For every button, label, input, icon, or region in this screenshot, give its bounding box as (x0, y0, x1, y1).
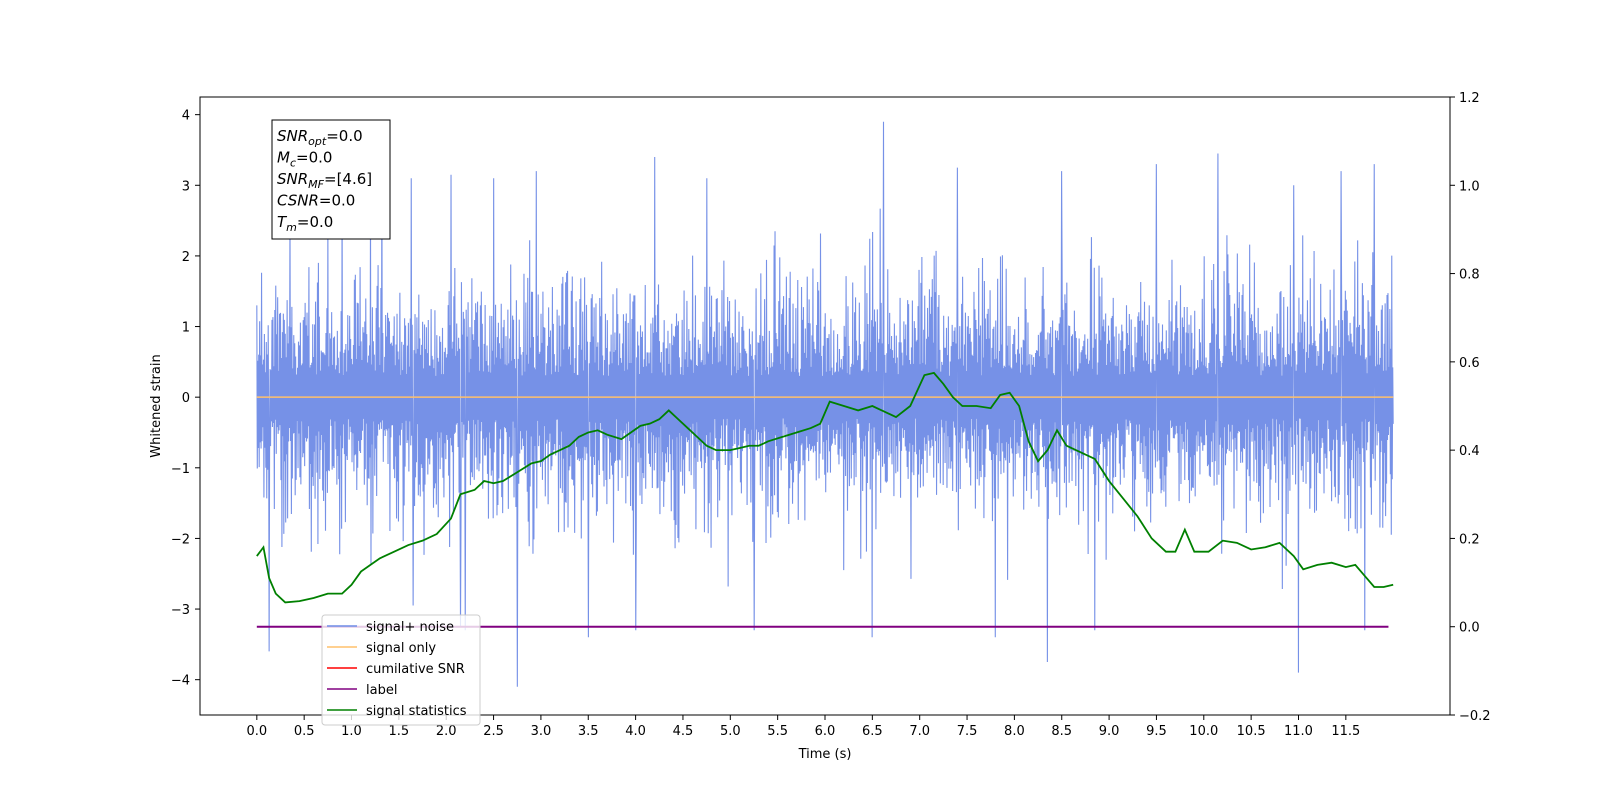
x-tick-label: 5.0 (720, 724, 741, 739)
x-tick-label: 2.0 (436, 724, 457, 739)
y2-tick-label: −0.2 (1459, 709, 1491, 724)
x-axis: 0.0 0.5 1.0 1.5 2.0 2.5 3.0 3.5 4.0 4.5 5.0 5.5 6.0 6… (246, 715, 1360, 739)
legend-label: signal only (366, 641, 436, 656)
y2-tick-label: 0.4 (1459, 444, 1480, 459)
legend-frame (321, 614, 481, 726)
series-signal-statistics (256, 371, 1394, 604)
x-tick-label: 11.5 (1331, 724, 1360, 739)
y-tick-label: −2 (171, 532, 190, 547)
x-tick-label: 8.0 (1004, 724, 1025, 739)
annotation-line: CSNR=0.0 (277, 192, 355, 210)
x-tick-label: 1.5 (389, 724, 410, 739)
x-tick-label: 6.0 (815, 724, 836, 739)
y-axis-title: Whitened strain (149, 354, 164, 457)
x-tick-label: 1.0 (341, 724, 362, 739)
annotation-line: Mc=0.0 (277, 149, 332, 170)
x-tick-label: 6.5 (862, 724, 883, 739)
x-tick-label: 4.5 (673, 724, 694, 739)
x-tick-label: 0.5 (294, 724, 315, 739)
x-tick-label: 5.5 (767, 724, 788, 739)
series-signal-plus-noise (256, 121, 1394, 687)
x-tick-label: 7.0 (909, 724, 930, 739)
x-tick-label: 10.5 (1237, 724, 1266, 739)
y-tick-label: −1 (171, 462, 190, 477)
x-tick-label: 8.5 (1051, 724, 1072, 739)
annotation-line: SNRopt=0.0 (277, 127, 363, 148)
y2-tick-label: 0.6 (1459, 356, 1480, 371)
y-tick-label: 2 (182, 250, 190, 265)
x-tick-label: 2.5 (483, 724, 504, 739)
y-tick-label: 0 (182, 391, 190, 406)
x-tick-label: 3.0 (531, 724, 552, 739)
x-tick-label: 9.0 (1099, 724, 1120, 739)
x-tick-label: 0.0 (246, 724, 267, 739)
annotation-frame (271, 119, 391, 240)
legend-label: signal+ noise (366, 620, 454, 635)
x-tick-label: 3.5 (578, 724, 599, 739)
x-tick-label: 7.5 (957, 724, 978, 739)
y2-tick-label: 0.8 (1459, 268, 1480, 283)
annotation-line: Tm=0.0 (277, 213, 333, 234)
y2-tick-label: 0.2 (1459, 532, 1480, 547)
y2-tick-label: 1.2 (1459, 91, 1480, 106)
y2-tick-label: 0.0 (1459, 621, 1480, 636)
x-tick-label: 9.5 (1146, 724, 1167, 739)
legend-label: label (366, 683, 397, 698)
y-tick-label: 1 (182, 321, 190, 336)
y-tick-label: −4 (171, 674, 190, 689)
y-axis-right: −0.2 0.0 0.2 0.4 0.6 0.8 1.0 1.2 (1450, 91, 1491, 724)
y-tick-label: 4 (182, 109, 190, 124)
x-tick-label: 10.0 (1189, 724, 1218, 739)
annotation-line: SNRMF=[4.6] (277, 170, 372, 191)
x-tick-label: 11.0 (1284, 724, 1313, 739)
legend-label: signal statistics (366, 704, 467, 719)
y2-tick-label: 1.0 (1459, 179, 1480, 194)
plot-area (256, 121, 1394, 687)
legend-label: cumilative SNR (366, 662, 465, 677)
legend: signal+ noise signal only cumilative SNR la… (321, 614, 481, 726)
y-axis-left: −4 −3 −2 −1 0 1 2 3 4 (171, 109, 200, 689)
x-tick-label: 4.0 (625, 724, 646, 739)
y-tick-label: −3 (171, 603, 190, 618)
y-tick-label: 3 (182, 179, 190, 194)
x-axis-title: Time (s) (798, 747, 852, 762)
